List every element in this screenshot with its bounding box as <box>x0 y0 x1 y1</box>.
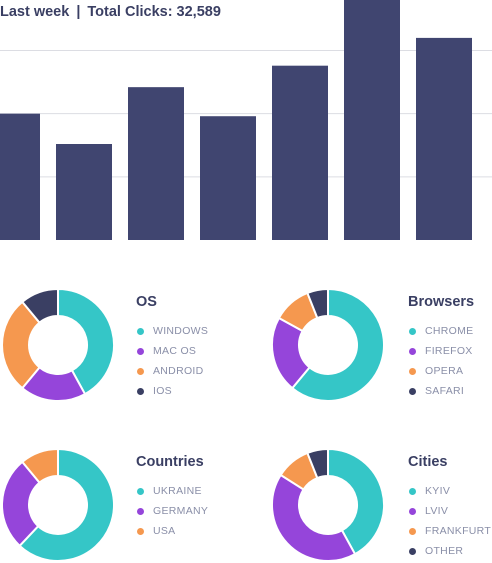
bar-1 <box>56 144 112 240</box>
legend-item: LVIV <box>409 501 491 521</box>
legend-dot-icon <box>409 547 416 555</box>
legend-label: SAFARI <box>425 385 465 397</box>
legend-item: FIREFOX <box>409 341 473 361</box>
legend-dot-icon <box>137 387 144 395</box>
os-legend: WINDOWS MAC OS ANDROID IOS <box>137 321 208 401</box>
legend-dot-icon <box>409 347 416 355</box>
slice-safari <box>306 287 329 320</box>
legend-dot-icon <box>409 487 416 495</box>
legend-label: OTHER <box>425 545 464 557</box>
legend-item: GERMANY <box>137 501 208 521</box>
legend-item: ANDROID <box>137 361 208 381</box>
legend-item: SAFARI <box>409 381 473 401</box>
legend-label: KYIV <box>425 485 451 497</box>
legend-dot-icon <box>409 387 416 395</box>
legend-item: MAC OS <box>137 341 208 361</box>
bar-chart <box>0 0 492 241</box>
legend-dot-icon <box>137 347 144 355</box>
legend-item: IOS <box>137 381 208 401</box>
legend-item: KYIV <box>409 481 491 501</box>
legend-label: WINDOWS <box>153 325 209 337</box>
bar-6 <box>416 37 472 240</box>
legend-item: UKRAINE <box>137 481 208 501</box>
legend-label: OPERA <box>425 365 464 377</box>
legend-label: GERMANY <box>153 505 209 517</box>
legend-label: UKRAINE <box>153 485 202 497</box>
legend-dot-icon <box>409 527 416 535</box>
legend-dot-icon <box>137 507 144 515</box>
browsers-title: Browsers <box>408 294 475 310</box>
legend-label: MAC OS <box>153 345 197 357</box>
os-title: OS <box>136 294 157 310</box>
slice-ukraine <box>18 447 115 562</box>
cities-legend: KYIV LVIV FRANKFURT OTHER <box>409 481 491 561</box>
countries-title: Countries <box>136 454 204 470</box>
chart-header: Last week | Total Clicks: 32,589 <box>0 4 221 24</box>
slice-other <box>306 447 329 480</box>
legend-dot-icon <box>409 507 416 515</box>
legend-label: IOS <box>153 385 172 397</box>
slice-usa <box>20 447 59 485</box>
browsers-legend: CHROME FIREFOX OPERA SAFARI <box>409 321 473 401</box>
slice-chrome <box>290 287 385 402</box>
total-clicks-label: Total Clicks: 32,589 <box>87 4 221 20</box>
legend-label: CHROME <box>425 325 474 337</box>
bar-5 <box>344 0 400 240</box>
browsers-donut-chart <box>271 287 385 402</box>
legend-label: FIREFOX <box>425 345 473 357</box>
legend-dot-icon <box>137 327 144 335</box>
legend-item: OPERA <box>409 361 473 381</box>
os-donut-chart <box>1 287 115 402</box>
slice-lviv <box>271 473 357 562</box>
legend-dot-icon <box>409 367 416 375</box>
countries-donut-chart <box>1 447 115 562</box>
legend-item: FRANKFURT <box>409 521 491 541</box>
header-separator: | <box>76 4 81 20</box>
slice-ios <box>20 287 59 325</box>
legend-item: CHROME <box>409 321 473 341</box>
legend-label: FRANKFURT <box>425 525 492 537</box>
slice-germany <box>1 460 41 548</box>
cities-title: Cities <box>408 454 448 470</box>
cities-donut-chart <box>271 447 385 562</box>
legend-item: OTHER <box>409 541 491 561</box>
legend-dot-icon <box>137 487 144 495</box>
bar-3 <box>200 116 256 240</box>
legend-label: ANDROID <box>153 365 204 377</box>
legend-label: LVIV <box>425 505 449 517</box>
period-label: Last week <box>0 4 70 20</box>
bar-2 <box>128 87 184 240</box>
slice-kyiv <box>327 447 385 556</box>
countries-legend: UKRAINE GERMANY USA <box>137 481 208 541</box>
legend-item: WINDOWS <box>137 321 208 341</box>
legend-item: USA <box>137 521 208 541</box>
slice-windows <box>57 287 115 396</box>
legend-label: USA <box>153 525 176 537</box>
bar-4 <box>272 65 328 241</box>
legend-dot-icon <box>137 367 144 375</box>
legend-dot-icon <box>409 327 416 335</box>
legend-dot-icon <box>137 527 144 535</box>
bar-0 <box>0 113 40 240</box>
